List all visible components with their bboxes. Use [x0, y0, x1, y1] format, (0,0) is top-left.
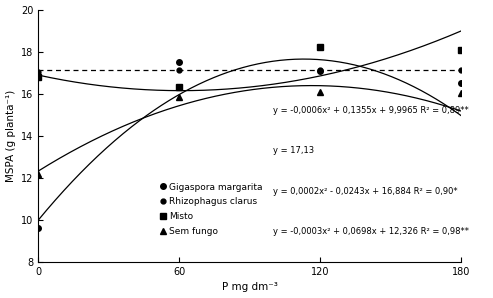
- Text: y = 0,0002x² - 0,0243x + 16,884 R² = 0,90*: y = 0,0002x² - 0,0243x + 16,884 R² = 0,9…: [273, 187, 458, 196]
- Legend: Gigaspora margarita, Rhizophagus clarus, Misto, Sem fungo: Gigaspora margarita, Rhizophagus clarus,…: [157, 179, 266, 240]
- Text: y = -0,0003x² + 0,0698x + 12,326 R² = 0,98**: y = -0,0003x² + 0,0698x + 12,326 R² = 0,…: [273, 227, 469, 236]
- X-axis label: P mg dm⁻³: P mg dm⁻³: [222, 283, 278, 292]
- Text: y = -0,0006x² + 0,1355x + 9,9965 R² = 0,89**: y = -0,0006x² + 0,1355x + 9,9965 R² = 0,…: [273, 106, 469, 115]
- Y-axis label: MSPA (g planta⁻¹): MSPA (g planta⁻¹): [5, 90, 16, 182]
- Text: y = 17,13: y = 17,13: [273, 146, 315, 156]
